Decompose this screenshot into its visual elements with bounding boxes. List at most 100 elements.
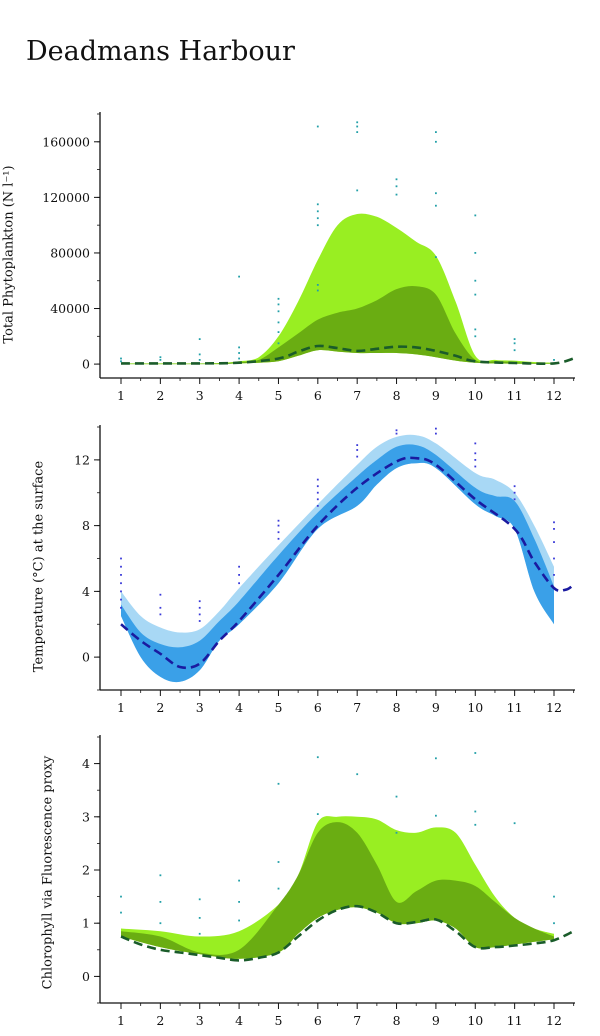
temperature-data-point [120,574,122,576]
chlorophyll-data-point [159,922,162,925]
chlorophyll-data-point [395,795,398,798]
temperature-data-point [553,528,555,530]
temperature-data-point [198,620,201,622]
phytoplankton-data-point [120,360,122,363]
temperature-data-point [356,444,359,446]
phytoplankton-data-point [159,356,162,359]
phytoplankton-data-point [513,338,516,340]
chlorophyll-data-point [238,901,240,903]
chlorophyll-data-point [356,773,359,776]
temperature-data-point [277,519,280,522]
chlorophyll-data-point [553,895,555,898]
phytoplankton-data-point [277,310,280,313]
chlorophyll-x-tick-label: 8 [393,1013,401,1028]
chlorophyll-data-point [553,922,555,925]
phytoplankton-data-point [316,217,319,220]
chlorophyll-data-point [198,898,201,901]
phytoplankton-data-point [159,359,162,361]
phytoplankton-x-tick-label: 7 [353,388,361,403]
phytoplankton-data-point [513,342,516,345]
temperature-x-tick-label: 1 [117,700,125,715]
temperature-data-point [435,432,437,435]
chlorophyll-data-point [120,895,122,898]
temperature-data-point [553,541,555,543]
temperature-x-tick-label: 6 [314,700,322,715]
chlorophyll-data-point [159,901,162,903]
temperature-data-point [395,429,398,432]
chlorophyll-data-point [316,813,319,815]
temperature-data-point [238,574,240,576]
chlorophyll-x-tick-label: 3 [196,1013,204,1028]
phytoplankton-data-point [395,193,398,196]
temperature-data-point [120,606,122,609]
chlorophyll-x-tick-label: 4 [235,1013,243,1028]
phytoplankton-data-point [474,252,477,254]
chlorophyll-data-point [277,782,280,785]
temperature-x-tick-label: 12 [546,700,562,715]
temperature-data-point [316,505,319,507]
temperature-data-point [513,491,516,494]
temperature-x-tick-label: 10 [467,700,483,715]
phytoplankton-y-tick-label: 160000 [42,134,90,149]
temperature-data-point [277,524,280,527]
temperature-data-point [513,485,516,488]
phytoplankton-data-point [435,140,437,143]
chlorophyll-data-point [198,917,201,919]
phytoplankton-data-point [238,357,240,360]
phytoplankton-data-point [316,203,319,206]
temperature-data-point [316,485,319,488]
temperature-x-tick-label: 11 [507,700,523,715]
phytoplankton-data-point [356,121,359,124]
temperature-x-tick-label: 2 [156,700,164,715]
temperature-data-point [395,432,398,435]
page-title: Deadmans Harbour [26,36,295,67]
phytoplankton-data-point [277,342,280,345]
phytoplankton-data-point [238,275,240,278]
phytoplankton-x-tick-label: 1 [117,388,125,403]
temperature-data-point [316,478,319,481]
phytoplankton-inner-band [121,286,554,365]
phytoplankton-panel: Total Phytoplankton (N l⁻¹) 1 2 3 4 5 6 7 8 9 10 1… [0,100,600,415]
temperature-data-point [474,452,477,455]
temperature-data-point [159,593,162,596]
temperature-data-point [198,600,201,603]
phytoplankton-x-tick-label: 10 [467,388,483,403]
phytoplankton-data-point [120,357,122,360]
temperature-points [120,427,555,622]
phytoplankton-bands [121,213,554,365]
temperature-inner-band [121,444,554,683]
phytoplankton-median-line [121,344,575,366]
phytoplankton-data-point [435,256,437,258]
temperature-data-point [553,557,555,560]
temperature-data-point [120,565,122,568]
phytoplankton-x-tick-label: 3 [196,388,204,403]
temperature-data-point [120,598,122,601]
phytoplankton-data-point [474,293,477,296]
chlorophyll-x-tick-label: 12 [546,1013,562,1028]
temperature-x-tick-label: 9 [432,700,440,715]
chlorophyll-data-point [435,757,437,760]
temperature-median-line [120,456,575,670]
chlorophyll-data-point [277,887,280,890]
phytoplankton-data-point [474,214,477,217]
phytoplankton-y-tick-label: 0 [82,357,90,372]
temperature-x-tick-label: 5 [274,700,282,715]
temperature-data-point [316,498,319,501]
phytoplankton-data-point [238,352,240,354]
temperature-data-point [198,613,201,616]
chlorophyll-x-tick-label: 10 [467,1013,483,1028]
chlorophyll-data-point [395,831,398,834]
phytoplankton-y-tick-label: 80000 [50,245,90,260]
phytoplankton-x-tick-label: 8 [393,388,401,403]
temperature-data-point [238,582,240,585]
temperature-data-point [513,498,516,501]
phytoplankton-data-point [277,297,280,300]
chlorophyll-y-tick-label: 3 [82,809,90,824]
temperature-data-point [198,606,201,609]
phytoplankton-data-point [316,210,319,213]
phytoplankton-data-point [277,321,280,324]
phytoplankton-y-tick-label: 120000 [42,190,90,205]
